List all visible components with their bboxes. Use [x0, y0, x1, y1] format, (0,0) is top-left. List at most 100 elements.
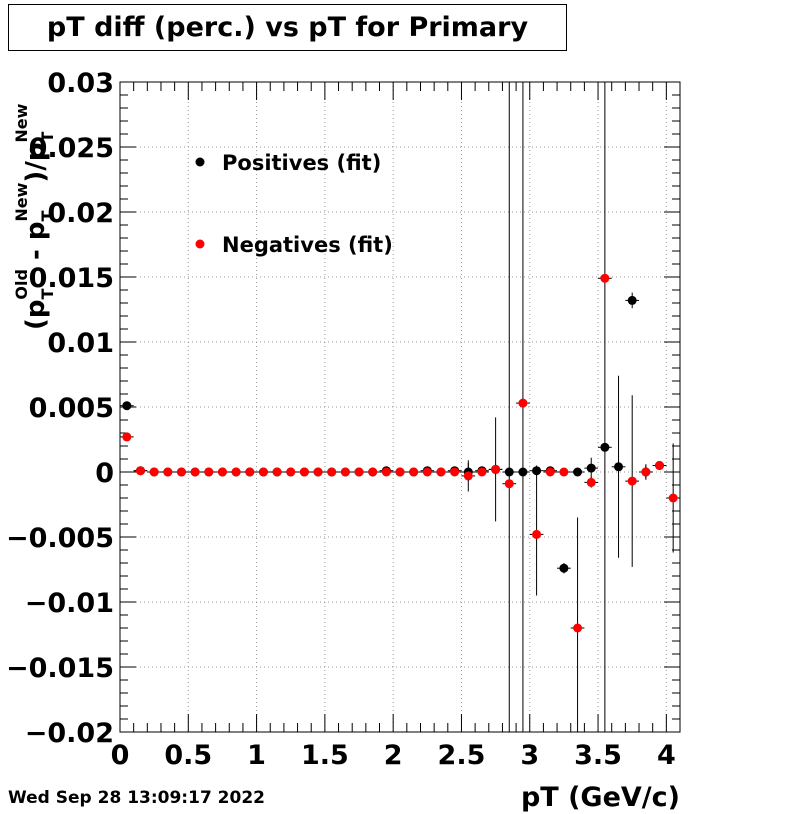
marker	[436, 467, 446, 477]
data-point-negatives	[133, 466, 148, 476]
y-tick-label: 0.01	[47, 328, 114, 359]
x-tick-label: 3.5	[574, 740, 622, 771]
data-point-negatives	[516, 397, 530, 409]
data-point-negatives	[352, 467, 366, 477]
y-axis-label: (pTOld - pTNew)/pTNew	[12, 103, 57, 330]
legend-label-negatives: Negatives (fit)	[222, 233, 393, 257]
marker	[176, 467, 186, 477]
data-point-negatives	[570, 517, 585, 732]
data-point-negatives	[311, 467, 325, 477]
marker	[190, 467, 200, 477]
marker	[573, 467, 583, 477]
marker	[600, 273, 610, 283]
marker	[655, 461, 665, 470]
data-point-negatives	[174, 467, 189, 477]
data-point-negatives	[584, 477, 599, 488]
marker	[204, 467, 214, 477]
data-point-negatives	[201, 467, 216, 477]
data-point-negatives	[543, 467, 558, 477]
data-point-negatives	[229, 467, 243, 477]
marker	[491, 464, 501, 474]
data-point-negatives	[434, 467, 448, 477]
data-point-negatives	[365, 467, 380, 477]
marker	[586, 477, 596, 487]
y-tick-label: 0.005	[29, 393, 114, 424]
marker	[614, 462, 624, 472]
marker	[504, 479, 514, 489]
marker	[668, 493, 678, 503]
marker	[463, 471, 473, 481]
marker	[258, 467, 268, 477]
marker	[586, 463, 596, 473]
marker	[627, 476, 637, 486]
data-point-negatives	[283, 467, 298, 477]
marker	[409, 467, 419, 477]
y-tick-label: −0.015	[6, 653, 114, 684]
y-tick-label: −0.005	[6, 523, 114, 554]
data-point-negatives	[297, 467, 312, 477]
data-point-negatives	[420, 467, 435, 477]
plot-frame	[119, 81, 681, 733]
marker	[477, 467, 487, 477]
data-point-negatives	[379, 467, 394, 477]
marker	[559, 467, 569, 477]
marker	[381, 467, 391, 477]
data-point-negatives	[324, 467, 339, 477]
data-points	[120, 82, 680, 732]
marker	[573, 623, 583, 633]
data-point-positives	[502, 82, 517, 732]
marker	[368, 467, 378, 477]
y-tick-labels: −0.02 −0.015 −0.01 −0.005 0 0.005 0.01 0.015 0.0…	[6, 68, 114, 749]
marker	[532, 466, 542, 476]
marker	[559, 563, 569, 573]
marker	[122, 432, 132, 442]
x-tick-labels: 0 0.5 1 1.5 2 2.5 3 3.5 4	[111, 740, 676, 771]
marker	[600, 442, 610, 452]
marker	[340, 467, 350, 477]
data-point-negatives	[406, 467, 421, 477]
data-point-negatives	[338, 467, 353, 477]
x-tick-label: 4	[657, 740, 676, 771]
marker	[299, 467, 309, 477]
marker	[286, 467, 296, 477]
chart-title: pT diff (perc.) vs pT for Primary	[8, 4, 567, 51]
data-point-positives	[611, 375, 626, 558]
y-tick-label: 0.025	[29, 133, 114, 164]
x-tick-label: 0.5	[164, 740, 212, 771]
axis-ticks	[119, 81, 681, 733]
data-point-positives	[598, 82, 612, 732]
y-tick-label: −0.02	[25, 718, 114, 749]
legend: Positives (fit) Negatives (fit)	[195, 151, 393, 257]
data-point-negatives	[666, 443, 680, 553]
data-point-positives	[120, 401, 134, 411]
marker	[450, 467, 460, 477]
data-point-negatives	[598, 273, 612, 283]
marker	[149, 467, 159, 477]
data-point-positives	[557, 563, 571, 574]
marker	[518, 467, 528, 477]
marker	[504, 467, 514, 477]
legend-marker-negatives	[195, 239, 205, 249]
y-tick-label: 0.03	[47, 68, 114, 99]
x-tick-label: 2	[384, 740, 403, 771]
legend-marker-positives	[195, 157, 205, 167]
marker	[217, 467, 227, 477]
x-axis-label: pT (GeV/c)	[521, 782, 680, 813]
marker	[627, 295, 637, 305]
data-point-negatives	[447, 467, 462, 477]
data-point-negatives	[625, 395, 640, 567]
y-tick-label: 0.02	[47, 198, 114, 229]
data-point-negatives	[557, 467, 571, 477]
x-tick-label: 0	[111, 740, 130, 771]
marker	[422, 467, 432, 477]
x-tick-label: 1	[247, 740, 266, 771]
data-point-negatives	[188, 467, 202, 477]
data-point-negatives	[120, 432, 134, 442]
marker	[135, 466, 145, 476]
marker	[395, 467, 405, 477]
marker	[163, 467, 173, 477]
x-tick-label: 3	[520, 740, 539, 771]
y-tick-label: 0	[95, 458, 114, 489]
data-point-negatives	[256, 467, 271, 477]
